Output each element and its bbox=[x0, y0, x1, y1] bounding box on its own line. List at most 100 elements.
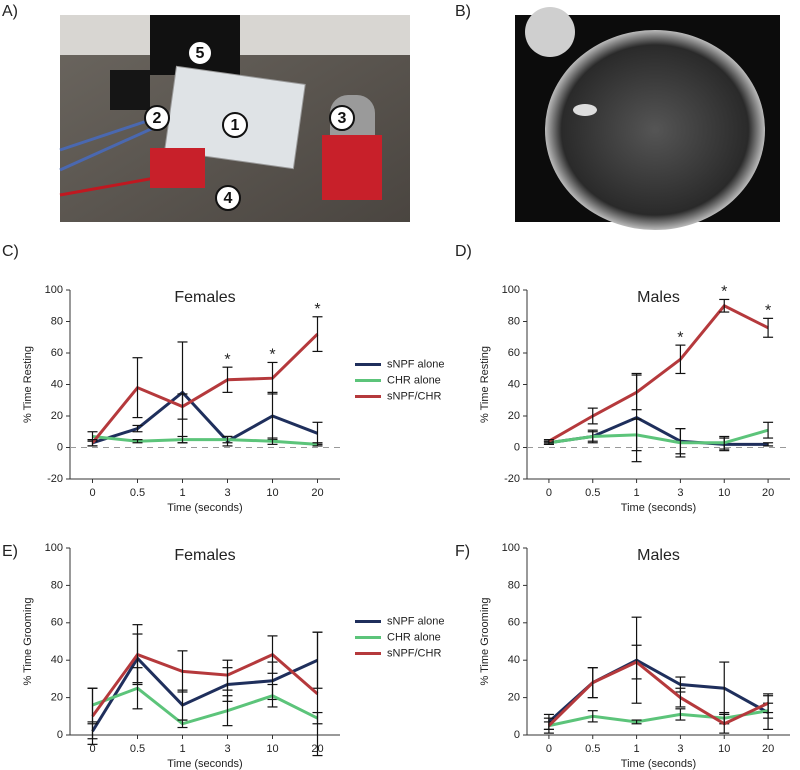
error-bar bbox=[132, 439, 143, 444]
legend-label: sNPF alone bbox=[387, 615, 444, 627]
error-bar bbox=[87, 439, 98, 447]
photo-b bbox=[515, 7, 780, 230]
legend-label: sNPF/CHR bbox=[387, 647, 441, 659]
y-tick-label: 40 bbox=[508, 654, 520, 666]
error-bar bbox=[177, 719, 188, 729]
error-bar bbox=[719, 298, 730, 313]
panel-label: C) bbox=[2, 243, 19, 260]
x-tick-label: 0 bbox=[546, 487, 552, 499]
x-tick-label: 0 bbox=[546, 743, 552, 755]
significance-mark: * bbox=[765, 303, 771, 320]
error-bar bbox=[132, 424, 143, 433]
series-line bbox=[91, 655, 319, 733]
y-axis-label: % Time Grooming bbox=[479, 597, 491, 685]
error-bar bbox=[675, 708, 686, 721]
y-axis-label: % Time Resting bbox=[479, 346, 491, 423]
y-tick-label: 40 bbox=[51, 654, 63, 666]
series-line bbox=[92, 390, 319, 445]
error-bar bbox=[132, 624, 143, 686]
significance-mark: * bbox=[224, 351, 230, 368]
error-bar bbox=[177, 393, 188, 420]
x-tick-label: 1 bbox=[634, 743, 640, 755]
error-bar bbox=[177, 435, 188, 444]
error-bar bbox=[87, 687, 98, 745]
legend-label: sNPF/CHR bbox=[387, 390, 441, 402]
error-bar bbox=[312, 442, 323, 447]
series-line bbox=[547, 660, 769, 727]
y-tick-label: 20 bbox=[51, 692, 63, 704]
y-tick-label: 80 bbox=[51, 579, 63, 591]
error-bar bbox=[312, 316, 323, 353]
photo-label: 2 bbox=[153, 110, 162, 127]
error-bar bbox=[675, 344, 686, 375]
x-tick-label: 1 bbox=[179, 487, 185, 499]
photo-label: 3 bbox=[338, 110, 347, 127]
chart-title: Females bbox=[174, 547, 235, 564]
error-bar bbox=[132, 357, 143, 419]
y-tick-label: 0 bbox=[514, 729, 520, 741]
y-tick-label: 80 bbox=[51, 315, 63, 327]
panel-label: F) bbox=[455, 543, 470, 560]
y-tick-label: 60 bbox=[51, 347, 63, 359]
y-tick-label: 100 bbox=[502, 542, 520, 554]
x-axis-label: Time (seconds) bbox=[621, 502, 696, 514]
legend-label: CHR alone bbox=[387, 631, 441, 643]
y-axis-label: % Time Resting bbox=[22, 346, 34, 423]
x-tick-label: 0 bbox=[89, 487, 95, 499]
y-axis-label: % Time Grooming bbox=[22, 597, 34, 685]
error-bar bbox=[587, 431, 598, 442]
error-bar bbox=[267, 683, 278, 708]
error-bar bbox=[675, 428, 686, 458]
photo-label: 1 bbox=[231, 117, 240, 134]
legend-label: sNPF alone bbox=[387, 358, 444, 370]
panel-label: B) bbox=[455, 3, 471, 20]
x-tick-label: 10 bbox=[718, 743, 730, 755]
series-line bbox=[91, 652, 319, 718]
series-line bbox=[548, 303, 769, 443]
error-bar bbox=[222, 659, 233, 691]
y-tick-label: 0 bbox=[57, 729, 63, 741]
x-tick-label: 10 bbox=[718, 487, 730, 499]
x-tick-label: 20 bbox=[311, 487, 323, 499]
y-tick-label: 60 bbox=[508, 617, 520, 629]
error-bar bbox=[267, 635, 278, 674]
y-tick-label: 0 bbox=[514, 441, 520, 453]
error-bar bbox=[312, 631, 323, 757]
error-bar bbox=[267, 361, 278, 395]
y-tick-label: 20 bbox=[508, 410, 520, 422]
significance-mark: * bbox=[314, 301, 320, 318]
panel-label: A) bbox=[2, 3, 18, 20]
error-bar bbox=[631, 719, 642, 725]
x-tick-label: 3 bbox=[224, 743, 230, 755]
y-tick-label: -20 bbox=[504, 473, 520, 485]
x-tick-label: 3 bbox=[677, 487, 683, 499]
x-axis-label: Time (seconds) bbox=[167, 758, 242, 770]
y-tick-label: 20 bbox=[508, 692, 520, 704]
error-bar bbox=[763, 693, 774, 714]
error-bar bbox=[543, 439, 554, 444]
x-tick-label: 0.5 bbox=[585, 487, 600, 499]
y-tick-label: 20 bbox=[51, 410, 63, 422]
y-tick-label: -20 bbox=[47, 473, 63, 485]
error-bar bbox=[719, 435, 730, 450]
y-tick-label: 60 bbox=[508, 347, 520, 359]
error-bar bbox=[222, 435, 233, 444]
error-bar bbox=[763, 317, 774, 338]
x-tick-label: 0.5 bbox=[585, 743, 600, 755]
y-tick-label: 60 bbox=[51, 617, 63, 629]
series-line bbox=[547, 658, 769, 724]
x-tick-label: 0.5 bbox=[130, 487, 145, 499]
x-tick-label: 10 bbox=[266, 487, 278, 499]
error-bar bbox=[177, 341, 188, 444]
significance-mark: * bbox=[721, 284, 727, 301]
x-tick-label: 1 bbox=[179, 743, 185, 755]
legend-label: CHR alone bbox=[387, 374, 441, 386]
error-bar bbox=[763, 442, 774, 447]
x-tick-label: 3 bbox=[224, 487, 230, 499]
significance-mark: * bbox=[677, 329, 683, 346]
error-bar bbox=[222, 695, 233, 727]
error-bar bbox=[631, 374, 642, 411]
y-tick-label: 100 bbox=[45, 542, 63, 554]
x-tick-label: 20 bbox=[762, 743, 774, 755]
